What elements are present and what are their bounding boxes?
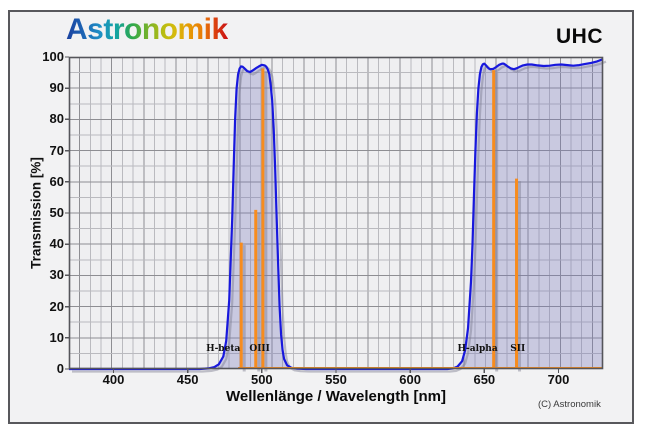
x-tick-label: 650	[473, 372, 496, 387]
y-tick-label: 20	[49, 298, 64, 314]
y-tick-label: 100	[42, 49, 64, 64]
emission-line-label: H-alpha	[457, 344, 498, 354]
y-tick-label: 50	[49, 205, 64, 220]
y-tick-label: 10	[49, 329, 64, 345]
axis-tick-marks	[65, 56, 560, 373]
plot-frame	[68, 56, 604, 370]
copyright-label: (C) Astronomik	[538, 399, 601, 410]
x-tick-label: 450	[176, 372, 199, 387]
emission-line-label: H-beta	[206, 344, 241, 354]
x-tick-label: 500	[250, 372, 273, 387]
y-tick-label: 70	[49, 142, 64, 158]
y-tick-label: 30	[49, 267, 64, 283]
y-tick-label: 60	[49, 173, 64, 189]
astronomik-logo: Astronomik	[66, 13, 228, 46]
y-tick-label: 40	[49, 236, 64, 252]
grid-lines	[69, 57, 603, 369]
filter-name-label: UHC	[556, 25, 603, 48]
x-axis-title: Wellenlänge / Wavelength [nm]	[225, 388, 447, 405]
transmission-plot	[65, 56, 607, 373]
plot-area: H-beta OIII H-alpha SII	[65, 56, 607, 373]
x-tick-label: 700	[547, 372, 570, 387]
x-tick-label: 600	[399, 372, 421, 387]
passband-fill-area	[69, 59, 603, 369]
emission-line-label: OIII	[249, 344, 270, 354]
x-tick-label: 550	[325, 372, 347, 387]
x-tick-label: 400	[102, 372, 125, 387]
y-tick-label: 0	[56, 361, 64, 376]
y-tick-label: 90	[49, 80, 64, 96]
emission-line-label: SII	[510, 344, 526, 354]
y-tick-label: 80	[49, 111, 64, 127]
